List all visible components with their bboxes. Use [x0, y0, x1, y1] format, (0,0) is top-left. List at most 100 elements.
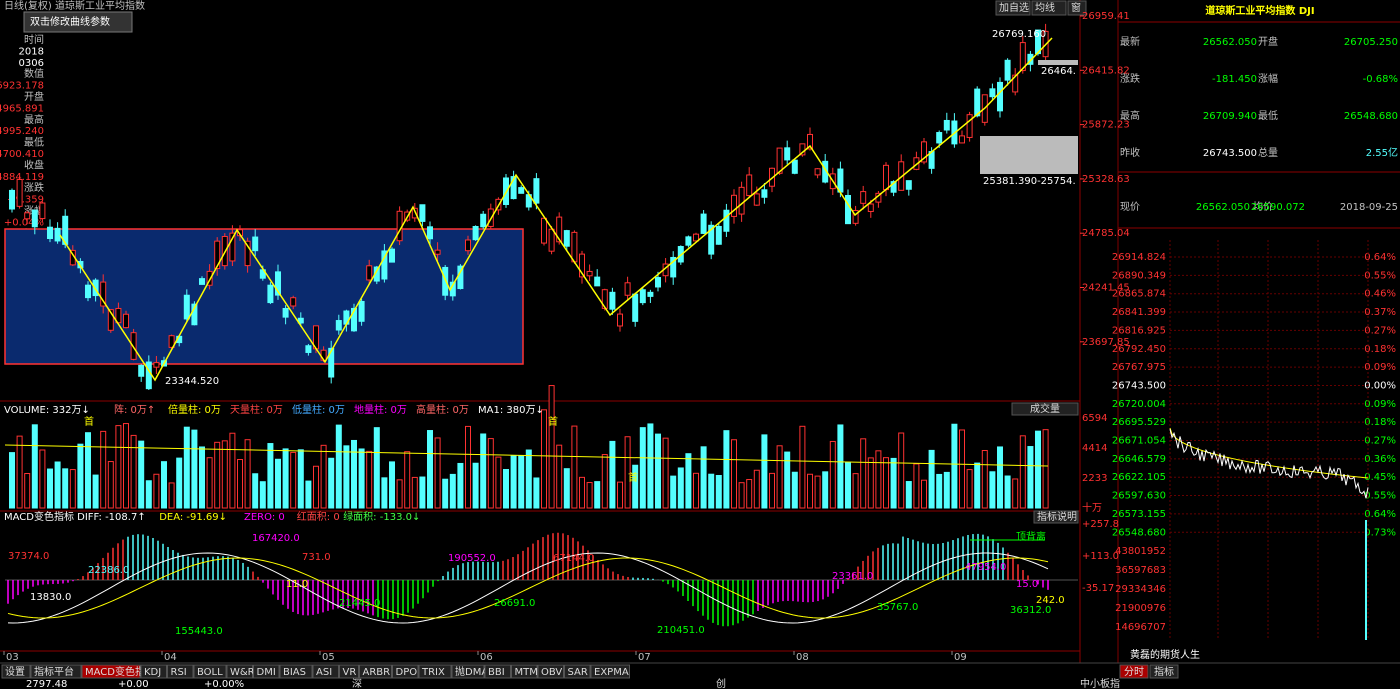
- tab[interactable]: [392, 664, 419, 679]
- info-item: 开盘: [24, 90, 44, 103]
- candle: [1004, 59, 1011, 81]
- volume-bar: [351, 439, 357, 509]
- volume-dropdown[interactable]: [1011, 402, 1079, 416]
- volume-bar: [708, 473, 715, 509]
- candle: [123, 313, 129, 329]
- tab[interactable]: [590, 664, 630, 679]
- month-label: 03: [6, 652, 19, 663]
- candle: [594, 276, 601, 287]
- volume-bar: [442, 478, 449, 509]
- candle: [867, 203, 874, 212]
- intraday-tab[interactable]: [1119, 664, 1149, 679]
- candle: [244, 240, 251, 267]
- intraday-pct-tick: 0.37%: [1364, 307, 1396, 318]
- intraday-price-tick: 26792.450: [1112, 344, 1166, 355]
- candle: [776, 147, 783, 174]
- candle: [366, 265, 373, 281]
- intraday-price-tick: 26841.399: [1112, 307, 1166, 318]
- volume-bar: [39, 449, 46, 509]
- intraday-pct-tick: 0.09%: [1364, 362, 1396, 373]
- tab[interactable]: [339, 664, 359, 679]
- candle: [9, 189, 15, 210]
- volume-bar: [206, 457, 213, 509]
- tab[interactable]: [253, 664, 280, 679]
- volume-bar: [358, 448, 365, 509]
- macd-value: 35767.0: [877, 602, 918, 613]
- volume-bar: [791, 471, 798, 509]
- candle: [47, 226, 53, 240]
- tab[interactable]: [484, 664, 511, 679]
- volume-bar: [609, 440, 616, 509]
- tab[interactable]: [226, 664, 253, 679]
- quote-value: 26705.250: [1344, 37, 1398, 48]
- tab[interactable]: [167, 664, 194, 679]
- candle: [427, 226, 433, 240]
- tab[interactable]: [312, 664, 339, 679]
- tab[interactable]: [511, 664, 538, 679]
- volume-bar: [153, 473, 160, 509]
- toolbar-button[interactable]: [1067, 0, 1087, 16]
- candle: [556, 216, 563, 243]
- candle: [85, 284, 91, 299]
- volume-bar: [799, 425, 806, 509]
- volume-legend: 阵: 0万↑: [114, 403, 155, 416]
- macd-value: 36312.0: [1010, 605, 1051, 616]
- tab[interactable]: [1, 664, 31, 679]
- volume-bar: [921, 479, 927, 509]
- intraday-pct-tick: 0.09%: [1364, 399, 1396, 410]
- volume-bar: [495, 456, 502, 509]
- volume-bar: [100, 430, 107, 509]
- intraday-price-tick: 26573.155: [1112, 509, 1166, 520]
- candle: [609, 291, 616, 310]
- volume-bar: [556, 444, 563, 509]
- candle: [328, 347, 335, 378]
- macd-button-label: 指标说明: [1037, 510, 1077, 523]
- candle: [214, 240, 221, 270]
- tab[interactable]: [279, 664, 313, 679]
- tab[interactable]: [451, 664, 485, 679]
- volume-bar: [670, 475, 677, 509]
- volume-mark: 首: [84, 415, 94, 428]
- watermark: 黄磊的期货人生: [1130, 648, 1200, 661]
- candle: [358, 300, 365, 322]
- tab[interactable]: [81, 664, 141, 679]
- candle: [411, 207, 418, 219]
- volume-bar: [959, 429, 965, 509]
- tab[interactable]: [564, 664, 591, 679]
- volume-tick: 十万: [1082, 501, 1102, 514]
- volume-bar: [525, 449, 532, 509]
- quote-label: 最高: [1120, 109, 1140, 122]
- candle: [541, 217, 547, 244]
- status-item: 深: [352, 678, 362, 689]
- tab-label: KDJ: [144, 667, 161, 678]
- tab[interactable]: [359, 664, 392, 679]
- price-tick: 26415.82: [1082, 65, 1130, 76]
- tab-label: BIAS: [283, 667, 306, 678]
- volume-bar: [465, 425, 471, 509]
- tab[interactable]: [140, 664, 167, 679]
- toolbar-button[interactable]: [1031, 0, 1067, 16]
- tab[interactable]: [193, 664, 227, 679]
- volume-bar: [320, 444, 327, 509]
- volume-legend: VOLUME: 332万↓: [4, 405, 90, 416]
- tab[interactable]: [537, 664, 564, 679]
- intraday-pct-tick: 0.64%: [1364, 252, 1396, 263]
- quote-value: 26743.500: [1203, 148, 1257, 159]
- tab[interactable]: [30, 664, 82, 679]
- volume-bar: [487, 438, 494, 509]
- volume-bar: [503, 469, 509, 509]
- candle: [183, 294, 190, 320]
- volume-bar: [655, 433, 661, 509]
- intraday-tab[interactable]: [1149, 664, 1179, 679]
- candle: [617, 313, 623, 327]
- quote-label: 开盘: [1258, 35, 1278, 48]
- intraday-pct-tick: 0.55%: [1364, 491, 1396, 502]
- toolbar-button[interactable]: [995, 0, 1031, 16]
- candle: [442, 266, 449, 296]
- volume-bar: [176, 457, 183, 509]
- volume-bar: [366, 450, 373, 509]
- tab[interactable]: [418, 664, 452, 679]
- candle: [145, 361, 152, 390]
- tab-label: MACD变色指标: [85, 665, 155, 678]
- macd-button[interactable]: [1033, 510, 1079, 524]
